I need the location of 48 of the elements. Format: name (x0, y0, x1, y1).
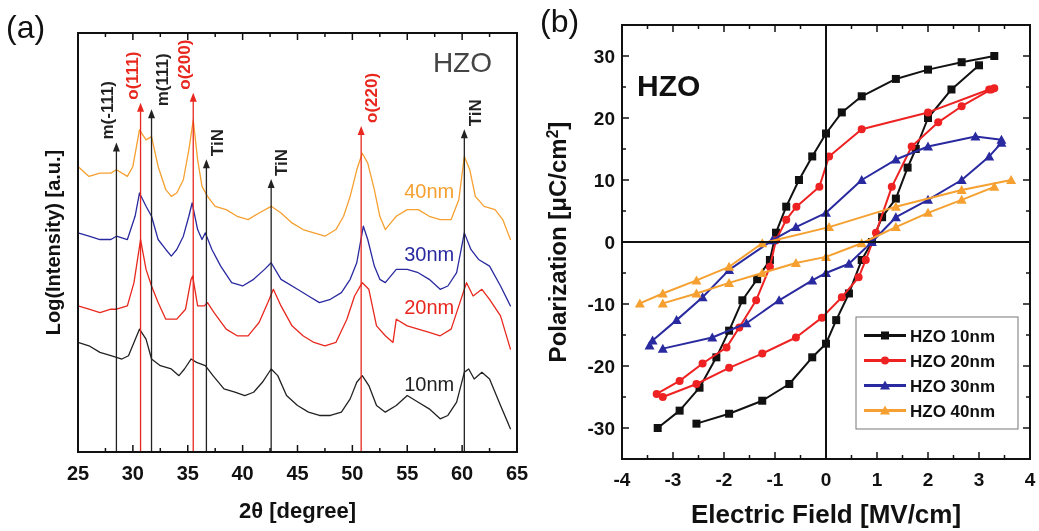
x-tick-label: 40 (231, 462, 254, 484)
x-tick-label: 4 (1024, 469, 1036, 490)
y-tick-label: -20 (587, 356, 615, 377)
legend-label: HZO 10nm (910, 326, 996, 346)
legend-label: HZO 40nm (910, 401, 996, 421)
ref-line-label: m(111) (152, 53, 172, 107)
ref-line-label: o(220) (362, 72, 382, 123)
series-label: 10nm (404, 372, 455, 395)
ref-line-label: o(111) (122, 51, 142, 100)
x-tick-label: 45 (286, 462, 309, 484)
x-tick-label: -1 (766, 469, 784, 490)
text: (a) (6, 9, 46, 45)
series-label: 40nm (404, 180, 455, 203)
ref-line-label: o(200) (175, 39, 195, 90)
x-tick-label: -3 (664, 469, 682, 490)
series-label: 30nm (404, 243, 455, 266)
text: HZO (432, 47, 492, 78)
x-tick-label: 30 (121, 462, 144, 484)
legend-label: HZO 20nm (910, 351, 996, 371)
x-tick-label: 2 (922, 469, 934, 490)
y-tick-label: -10 (587, 294, 615, 315)
annotation: HZO (637, 69, 701, 102)
x-axis-title: 2θ [degree] (238, 498, 357, 523)
x-tick-label: 25 (66, 462, 90, 484)
x-tick-label: 3 (973, 469, 985, 490)
y-axis-title: Log(Intensity) [a.u.] (42, 149, 64, 336)
x-tick-label: 65 (505, 462, 529, 484)
y-tick-label: -30 (587, 418, 615, 439)
y-tick-label: 10 (593, 170, 615, 191)
ref-line-label: TiN (207, 129, 227, 157)
y-tick-label: 30 (593, 46, 615, 67)
ref-line-label: TiN (272, 149, 292, 177)
y-tick-label: 20 (593, 108, 615, 129)
x-tick-label: -2 (715, 469, 733, 490)
series-label: 20nm (404, 296, 455, 319)
y-tick-label: 0 (604, 232, 615, 253)
x-axis-title: Electric Field [MV/cm] (690, 499, 962, 529)
x-tick-label: -4 (613, 469, 631, 490)
x-tick-label: 50 (341, 462, 364, 484)
text: (b) (540, 3, 580, 39)
x-tick-label: 0 (820, 469, 832, 490)
x-tick-label: 60 (451, 462, 474, 484)
x-tick-label: 1 (871, 469, 883, 490)
ref-line-label: TiN (465, 99, 485, 127)
legend-label: HZO 30nm (910, 376, 996, 396)
x-tick-label: 55 (396, 462, 419, 484)
x-tick-label: 35 (176, 462, 199, 484)
ref-line-label: m(-111) (98, 80, 118, 140)
